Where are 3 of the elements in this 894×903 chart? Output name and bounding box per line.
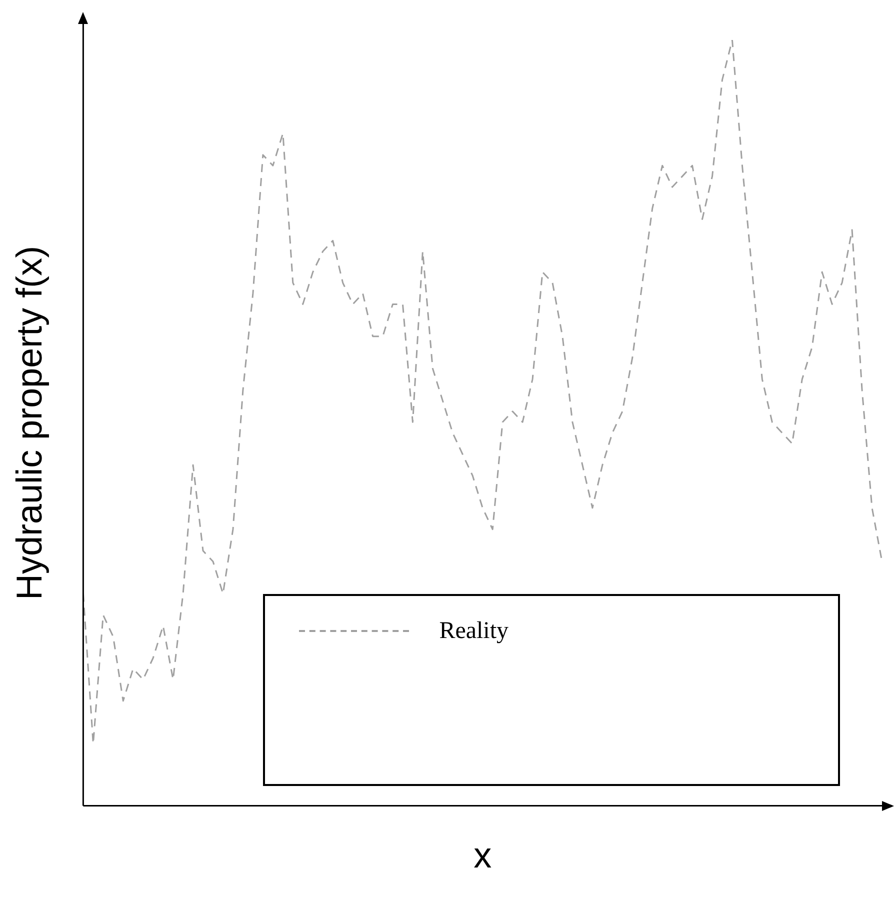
legend-label: Reality <box>439 618 509 645</box>
y-axis-title: Hydraulic property f(x) <box>8 246 50 600</box>
x-axis-title: x <box>474 834 492 876</box>
